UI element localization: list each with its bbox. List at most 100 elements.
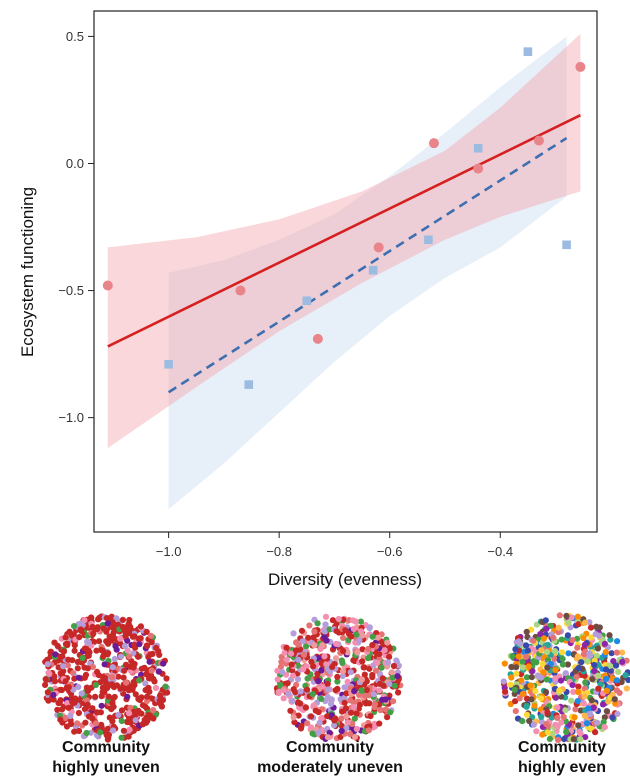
community-dot xyxy=(115,711,122,719)
community-dot xyxy=(334,673,341,681)
community-dot xyxy=(353,725,360,733)
community-dot xyxy=(143,628,150,636)
community-dot xyxy=(595,685,602,692)
community-dot xyxy=(305,634,312,641)
community-dot xyxy=(508,664,515,671)
community-dot xyxy=(565,650,572,657)
community-dot xyxy=(82,719,89,726)
community-dot xyxy=(93,647,100,654)
community-dot xyxy=(103,638,110,645)
community-dot xyxy=(297,688,304,695)
community-dot xyxy=(523,642,530,649)
community-dot xyxy=(590,704,597,711)
community-dot xyxy=(51,678,59,685)
community-dot xyxy=(386,681,393,688)
community-dot xyxy=(339,668,347,675)
community-dot xyxy=(554,736,562,744)
community-dot xyxy=(62,714,69,722)
community-dot xyxy=(129,633,136,640)
community-dot xyxy=(515,653,522,660)
community-dot xyxy=(103,685,111,692)
community-dot xyxy=(321,653,328,660)
community-dot xyxy=(71,623,78,630)
community-dot xyxy=(307,713,315,720)
community-dot xyxy=(593,623,600,631)
community-dot xyxy=(614,710,621,718)
community-dot xyxy=(124,637,131,644)
community-dot xyxy=(75,674,82,681)
community-dot xyxy=(343,713,350,720)
community-dot xyxy=(543,720,550,728)
community-dot xyxy=(304,686,311,693)
community-dot xyxy=(88,614,95,621)
community-dot xyxy=(583,720,591,727)
community-dot xyxy=(45,669,52,677)
community-label-line1: Community xyxy=(62,739,150,756)
community-dot xyxy=(109,674,116,681)
community-dot xyxy=(574,635,581,642)
community-dot xyxy=(366,624,373,632)
community-dot xyxy=(123,679,130,686)
community-dot xyxy=(153,644,160,652)
community-dot xyxy=(92,681,99,689)
community-dot xyxy=(317,645,324,653)
community-dot xyxy=(608,650,615,657)
community-dot xyxy=(580,634,587,642)
community-dot xyxy=(379,675,386,682)
data-point xyxy=(102,280,113,291)
fit-line-1 xyxy=(167,136,568,394)
community-dot xyxy=(322,613,330,620)
community-dot xyxy=(139,702,147,709)
community-dot xyxy=(331,717,338,724)
data-points xyxy=(102,47,586,389)
community-dot xyxy=(516,695,523,702)
community-dot xyxy=(552,694,560,701)
community-dot xyxy=(83,729,90,737)
community-dot xyxy=(338,657,345,664)
community-dot xyxy=(538,647,545,654)
community-dot xyxy=(384,714,391,721)
community-dot xyxy=(299,638,306,645)
community-dot xyxy=(613,662,620,669)
community-dot xyxy=(508,674,515,681)
community-dot xyxy=(318,667,325,674)
x-axis-title: Diversity (evenness) xyxy=(268,570,422,589)
community-dot xyxy=(523,711,531,718)
community-dot xyxy=(42,681,49,689)
community-label-line2: moderately uneven xyxy=(257,759,403,776)
community-dot xyxy=(147,632,155,639)
community-dot xyxy=(126,686,133,693)
community-dot xyxy=(523,674,531,681)
community-dot xyxy=(280,695,287,702)
community-label-even: Community highly even xyxy=(462,738,630,778)
y-tick-label: −0.5 xyxy=(58,283,84,298)
community-dot xyxy=(71,675,78,682)
community-label-moderate: Community moderately uneven xyxy=(230,738,430,778)
community-dot xyxy=(513,670,520,677)
community-dot xyxy=(606,632,613,639)
community-dot xyxy=(311,628,318,635)
community-dot xyxy=(376,720,383,727)
community-dot xyxy=(365,655,372,662)
x-tick-label: −0.8 xyxy=(266,544,292,559)
community-dot xyxy=(333,640,340,647)
community-dot xyxy=(619,649,626,656)
community-dot xyxy=(564,632,572,639)
community-dot xyxy=(562,670,569,677)
community-dot xyxy=(121,643,128,650)
community-dot xyxy=(64,700,71,707)
community-dot xyxy=(320,683,327,690)
community-dot xyxy=(376,687,383,694)
community-dot xyxy=(138,694,145,701)
community-dot xyxy=(285,690,292,698)
community-dot xyxy=(386,653,393,661)
community-dot xyxy=(607,667,614,674)
community-dot xyxy=(354,649,361,656)
community-dot xyxy=(85,639,92,646)
community-dot xyxy=(601,724,608,731)
data-point xyxy=(164,359,173,369)
community-dot xyxy=(539,660,546,668)
community-dot xyxy=(342,627,349,634)
community-dot xyxy=(340,634,347,642)
